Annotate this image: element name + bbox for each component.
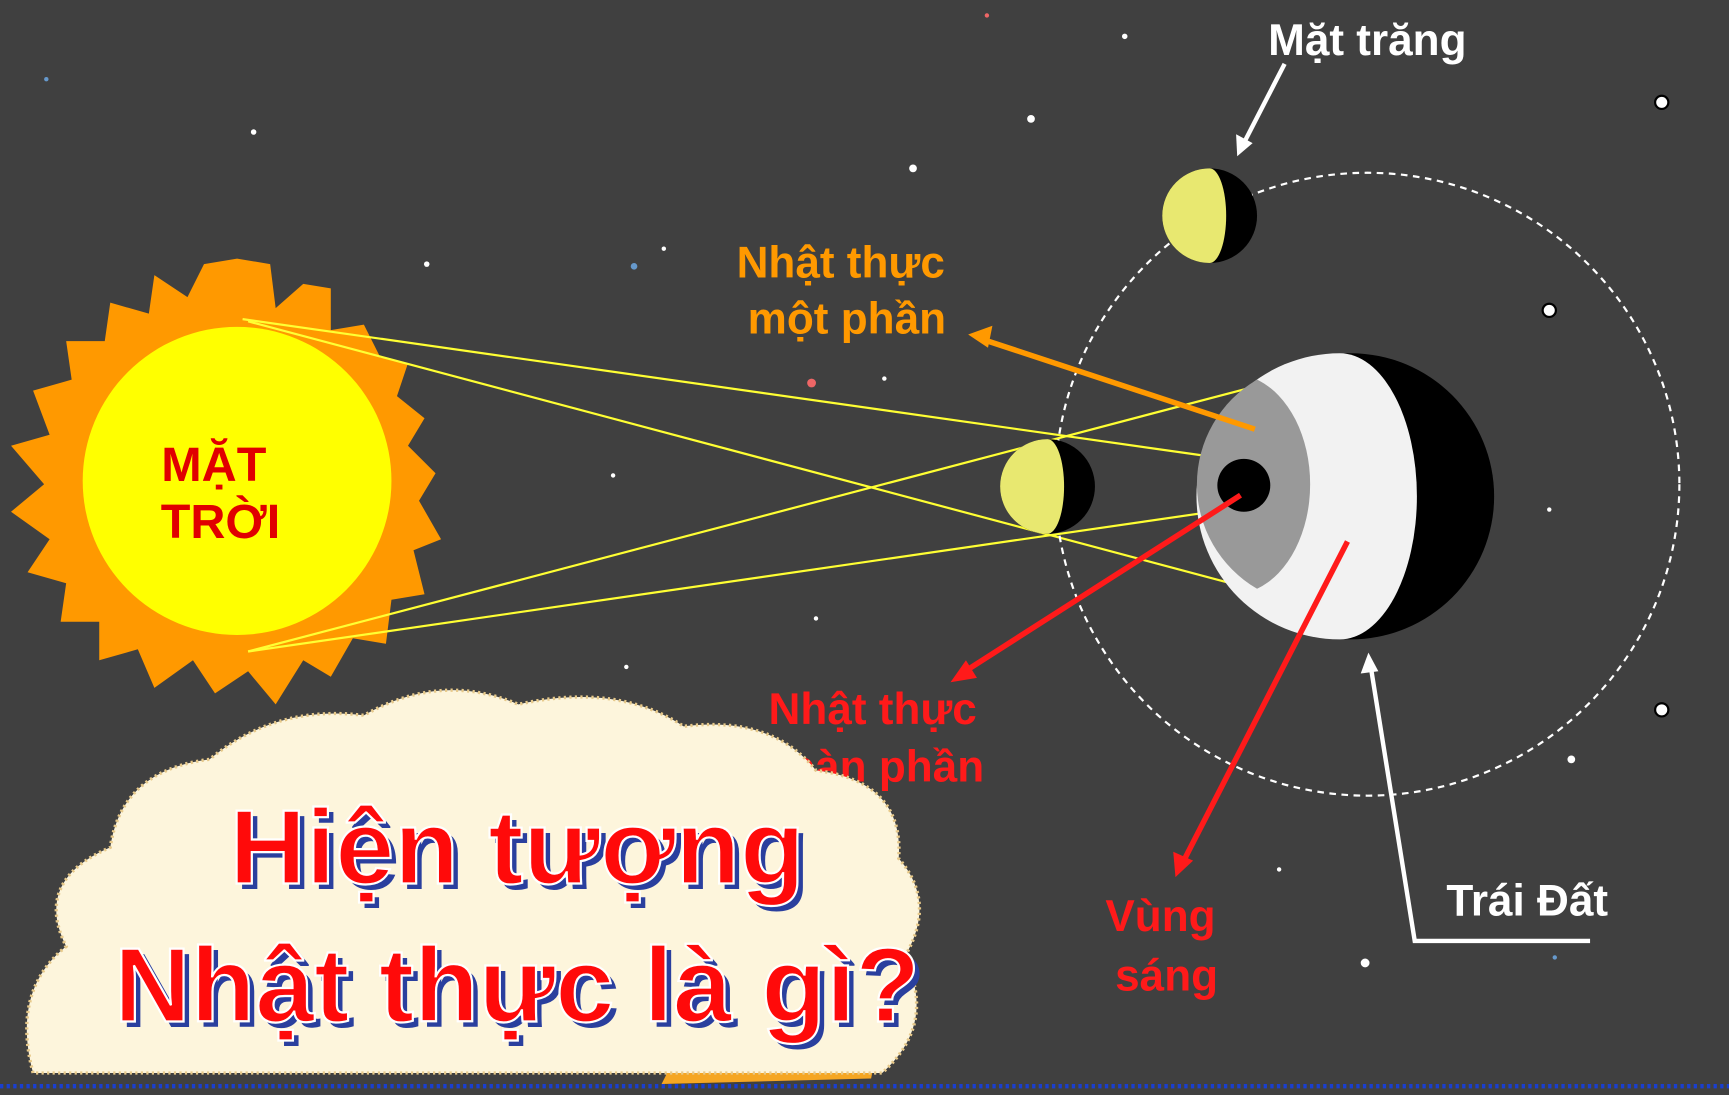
label-line: Nhật thực <box>737 238 945 287</box>
title-line: Nhật thực là gì? <box>114 926 920 1044</box>
moon-middle <box>1000 439 1095 534</box>
moon-label: Mặt trăng <box>1268 16 1466 65</box>
diagram: MẶT TRỜI Mặt trăng Nhật thực một phần Nh… <box>0 0 1729 1095</box>
label-line: một phần <box>748 294 946 343</box>
label-line: sáng <box>1115 951 1218 1000</box>
earth-label: Trái Đất <box>1446 877 1608 926</box>
label-line: Vùng <box>1105 892 1215 941</box>
title-line: Hiện tượng <box>230 789 805 907</box>
label-line: Nhật thực <box>769 685 977 734</box>
moon-top <box>1162 168 1257 263</box>
page: MẶT TRỜI Mặt trăng Nhật thực một phần Nh… <box>0 0 1729 1095</box>
sun-label-line: MẶT <box>161 438 266 492</box>
sun-label-line: TRỜI <box>161 494 281 549</box>
